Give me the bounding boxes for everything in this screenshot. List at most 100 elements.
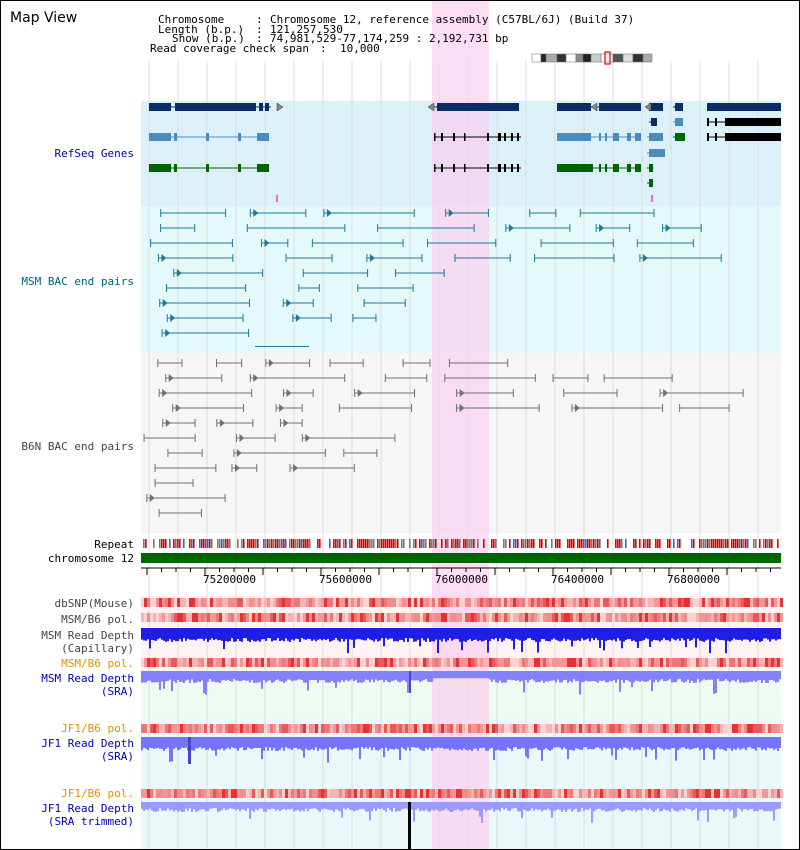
repeat-block xyxy=(759,539,761,548)
msm-sra-depth-bar xyxy=(735,671,737,682)
msm-capillary-depth-bar xyxy=(681,628,683,639)
dbsnp-heat-cell xyxy=(177,598,180,607)
msm-sra-depth-bar xyxy=(343,671,345,682)
repeat-block xyxy=(309,539,311,548)
repeat-block xyxy=(713,539,715,548)
jf1-sra-depth-bar xyxy=(177,737,179,751)
msm-sra-depth-bar xyxy=(673,671,675,683)
track-label-repeat[interactable]: Repeat xyxy=(94,538,134,551)
track-label-msm-depth-capillary[interactable]: MSM Read Depth xyxy=(41,629,134,642)
jf1-pol-heat-cell xyxy=(702,724,705,733)
track-label-jf1-b6-pol-trim[interactable]: JF1/B6 pol. xyxy=(61,787,134,800)
jf1-trim-depth-bar xyxy=(611,802,613,811)
jf1-pol-heat-cell xyxy=(372,724,375,733)
msm-pol-heat-cell xyxy=(549,613,552,622)
dbsnp-heat-cell xyxy=(522,598,525,607)
msm-capillary-depth-bar xyxy=(649,628,651,648)
track-label-jf1-depth[interactable]: JF1 Read Depth xyxy=(41,737,134,750)
jf1-trim-depth-bar xyxy=(603,802,605,811)
track-label-msm-bac[interactable]: MSM BAC end pairs xyxy=(21,275,134,288)
gene-exon xyxy=(464,133,466,141)
jf1-trim-pol-heat-cell xyxy=(186,789,189,798)
msm-capillary-depth-bar xyxy=(217,628,219,641)
track-label-chromosome[interactable]: chromosome 12 xyxy=(47,552,134,565)
jf1-sra-depth-bar xyxy=(545,737,547,749)
msm-sra-pol-heat-cell xyxy=(294,658,297,667)
msm-sra-pol-heat-cell xyxy=(177,658,180,667)
msm-capillary-depth-bar xyxy=(623,628,625,642)
jf1-sra-depth-bar xyxy=(571,737,573,751)
jf1-trim-pol-heat-cell xyxy=(528,789,531,798)
jf1-sra-depth-bar xyxy=(287,737,289,749)
repeat-block xyxy=(307,539,309,548)
jf1-pol-heat-cell xyxy=(441,724,444,733)
jf1-trim-pol-heat-cell xyxy=(162,789,165,798)
jf1-trim-depth-bar xyxy=(765,802,767,812)
gene-exon xyxy=(649,133,663,141)
msm-capillary-depth-bar xyxy=(519,628,521,641)
gene-exon xyxy=(487,133,489,141)
msm-pol-heat-cell xyxy=(303,613,306,622)
jf1-pol-heat-cell xyxy=(285,724,288,733)
msm-pol-heat-cell xyxy=(423,613,426,622)
msm-capillary-depth-bar xyxy=(563,628,565,639)
dbsnp-heat-cell xyxy=(297,598,300,607)
dbsnp-heat-cell xyxy=(336,598,339,607)
msm-sra-pol-heat-cell xyxy=(657,658,660,667)
jf1-trim-pol-heat-cell xyxy=(462,789,465,798)
dbsnp-heat-cell xyxy=(603,598,606,607)
track-label-jf1-b6-pol[interactable]: JF1/B6 pol. xyxy=(61,722,134,735)
jf1-trim-depth-bar xyxy=(589,802,591,809)
track-label-msm-depth-sra[interactable]: MSM Read Depth xyxy=(41,672,134,685)
dbsnp-heat-cell xyxy=(465,598,468,607)
jf1-trim-pol-heat-cell xyxy=(171,789,174,798)
repeat-block xyxy=(633,539,635,548)
track-label-msm-b6-pol[interactable]: MSM/B6 pol. xyxy=(61,613,134,626)
msm-capillary-depth-bar xyxy=(281,628,283,641)
repeat-block xyxy=(619,539,621,548)
track-label-msm-b6-pol-sra[interactable]: MSM/B6 pol. xyxy=(61,657,134,670)
jf1-trim-depth-bar xyxy=(441,802,443,811)
msm-capillary-depth-bar xyxy=(425,628,427,642)
dbsnp-heat-cell xyxy=(228,598,231,607)
jf1-sra-depth-bar xyxy=(391,737,393,750)
repeat-block xyxy=(465,539,467,548)
msm-pol-heat-cell xyxy=(381,613,384,622)
jf1-trim-pol-heat-cell xyxy=(348,789,351,798)
jf1-trim-pol-heat-cell xyxy=(258,789,261,798)
dbsnp-heat-cell xyxy=(753,598,756,607)
jf1-sra-depth-bar xyxy=(147,737,149,751)
track-label-refseq[interactable]: RefSeq Genes xyxy=(54,147,134,160)
jf1-trim-depth-bar xyxy=(227,802,229,810)
msm-capillary-depth-bar xyxy=(543,628,545,640)
jf1-sra-depth-bar xyxy=(559,737,561,748)
msm-sra-pol-heat-cell xyxy=(282,658,285,667)
dbsnp-heat-cell xyxy=(747,598,750,607)
msm-capillary-depth-bar xyxy=(169,628,171,640)
repeat-block xyxy=(189,539,191,548)
msm-sra-depth-bar xyxy=(383,671,385,683)
msm-pol-heat-cell xyxy=(417,613,420,622)
msm-sra-depth-bar xyxy=(629,671,631,682)
jf1-trim-depth-bar xyxy=(745,802,747,810)
msm-sra-depth-bar xyxy=(723,671,725,681)
repeat-block xyxy=(771,539,773,548)
dbsnp-heat-cell xyxy=(645,598,648,607)
msm-pol-heat-cell xyxy=(747,613,750,622)
msm-capillary-depth-bar xyxy=(517,628,519,640)
jf1-trim-depth-bar xyxy=(741,802,743,812)
jf1-trim-depth-bar xyxy=(369,802,371,821)
msm-sra-pol-heat-cell xyxy=(222,658,225,667)
repeat-block xyxy=(495,539,497,548)
track-label-dbsnp[interactable]: dbSNP(Mouse) xyxy=(54,597,134,610)
jf1-pol-heat-cell xyxy=(699,724,702,733)
msm-capillary-depth-bar xyxy=(599,628,601,648)
track-label-b6n-bac[interactable]: B6N BAC end pairs xyxy=(21,440,134,453)
jf1-pol-heat-cell xyxy=(654,724,657,733)
msm-pol-heat-cell xyxy=(522,613,525,622)
jf1-sra-depth-bar xyxy=(659,737,661,748)
track-label-jf1-depth-trim[interactable]: JF1 Read Depth xyxy=(41,802,134,815)
jf1-trim-pol-heat-cell xyxy=(561,789,564,798)
msm-capillary-depth-bar xyxy=(359,628,361,640)
